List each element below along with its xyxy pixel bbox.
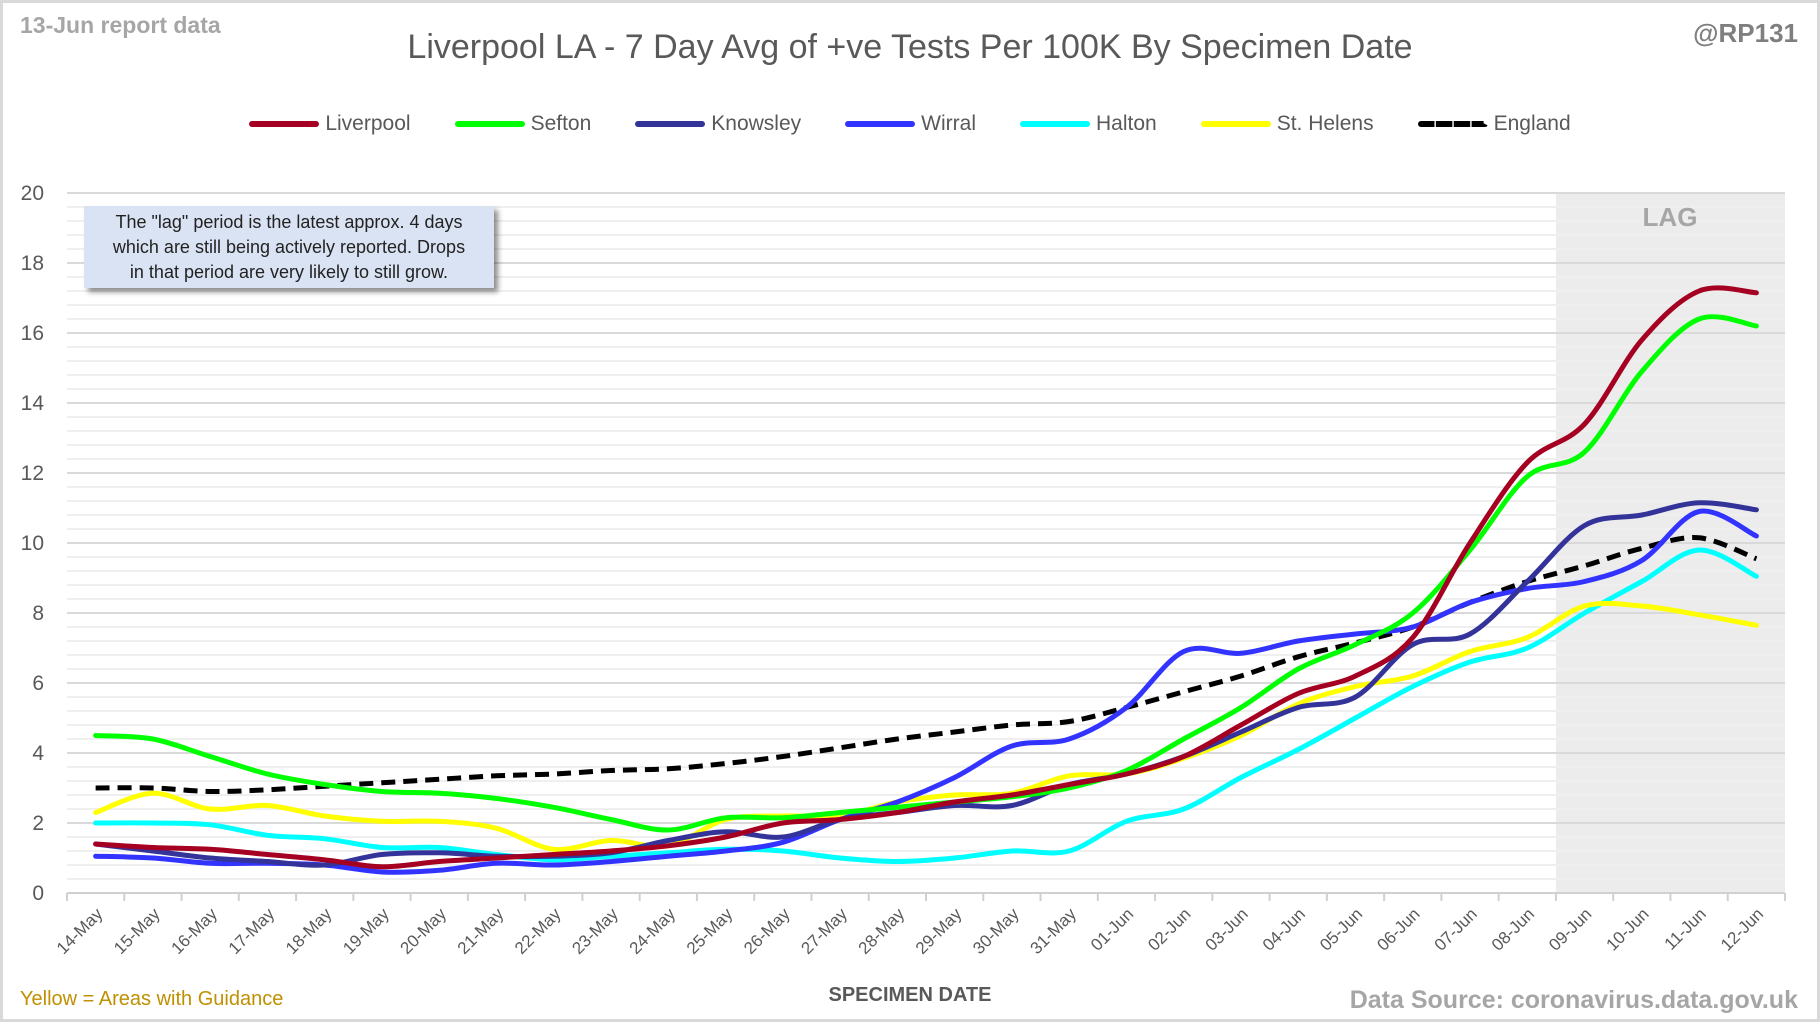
x-tick-label: 26-May [740,904,794,958]
x-tick-label: 06-Jun [1373,904,1423,954]
x-axis-title: SPECIMEN DATE [828,984,992,1006]
legend-swatch [454,121,525,127]
legend-item: St. Helens [1200,112,1374,136]
y-tick-label: 16 [21,322,44,345]
series-line-halton [93,547,1759,864]
legend-swatch [635,121,706,127]
x-tick-label: 08-Jun [1488,904,1538,954]
x-tick-label: 30-May [969,904,1023,958]
y-tick-label: 4 [32,742,44,765]
legend-item: Knowsley [635,112,801,136]
chart-title: Liverpool LA - 7 Day Avg of +ve Tests Pe… [407,28,1413,66]
x-tick-label: 14-May [53,904,107,958]
x-tick-label: 19-May [339,904,393,958]
x-tick-label: 25-May [683,904,737,958]
x-tick-label: 11-Jun [1661,904,1710,953]
x-tick-label: 27-May [797,904,851,958]
x-tick-label: 23-May [568,904,622,958]
legend-label: Knowsley [711,112,802,135]
y-tick-label: 6 [32,672,44,695]
x-tick-label: 03-Jun [1202,904,1252,954]
legend-item: Halton [1020,112,1157,136]
x-tick-label: 05-Jun [1316,904,1366,954]
lag-note-line: The "lag" period is the latest approx. 4… [115,212,463,232]
legend-label: Wirral [921,112,976,135]
x-tick-label: 17-May [225,904,279,958]
series-line-st-helens [93,600,1759,853]
author-handle: @RP131 [1693,18,1798,48]
x-tick-label: 18-May [282,904,336,958]
report-date-label: 13-Jun report data [20,12,221,38]
legend-item: Sefton [454,112,592,136]
legend-swatch [845,121,916,127]
legend-label: England [1493,112,1571,135]
y-tick-label: 0 [32,882,44,905]
legend-swatch [1020,121,1090,127]
y-tick-label: 2 [32,812,44,835]
y-tick-label: 12 [21,462,44,485]
guidance-note: Yellow = Areas with Guidance [20,988,284,1010]
lag-note-line: in that period are very likely to still … [129,262,449,282]
y-tick-label: 20 [21,182,44,205]
legend-label: Sefton [530,112,592,135]
x-tick-label: 07-Jun [1431,904,1481,954]
y-tick-label: 18 [21,252,44,275]
legend-swatch [1200,121,1271,127]
x-tick-label: 09-Jun [1545,904,1595,954]
y-tick-label: 14 [21,392,45,415]
x-tick-label: 04-Jun [1259,904,1309,954]
x-tick-label: 28-May [855,904,909,958]
x-tick-label: 21-May [454,904,508,958]
x-tick-label: 20-May [397,904,451,958]
x-tick-label: 01-Jun [1087,904,1137,954]
x-tick-label: 16-May [167,904,221,958]
x-tick-label: 10-Jun [1602,904,1652,954]
x-tick-label: 24-May [626,904,680,958]
x-tick-label: 15-May [110,904,164,958]
y-tick-label: 8 [32,602,44,625]
lag-note-line: which are still being actively reported.… [112,237,466,257]
legend-swatch [1417,121,1488,127]
x-tick-label: 02-Jun [1144,904,1194,954]
legend-item: Liverpool [249,112,411,136]
legend: Liverpool Sefton Knowsley Wirral Halton … [0,112,1820,136]
lag-label: LAG [1642,202,1698,232]
x-tick-label: 22-May [511,904,565,958]
x-tick-label: 29-May [912,904,966,958]
legend-label: St. Helens [1276,112,1374,135]
legend-item: Wirral [845,112,976,136]
y-tick-label: 10 [21,532,44,555]
data-source: Data Source: coronavirus.data.gov.uk [1349,986,1798,1014]
legend-label: Halton [1096,112,1157,135]
x-tick-label: 12-Jun [1717,904,1767,954]
x-tick-label: 31-May [1026,904,1080,958]
legend-item: England [1417,112,1571,136]
legend-swatch [249,121,320,127]
legend-label: Liverpool [325,112,411,135]
lag-note: The "lag" period is the latest approx. 4… [84,206,494,288]
